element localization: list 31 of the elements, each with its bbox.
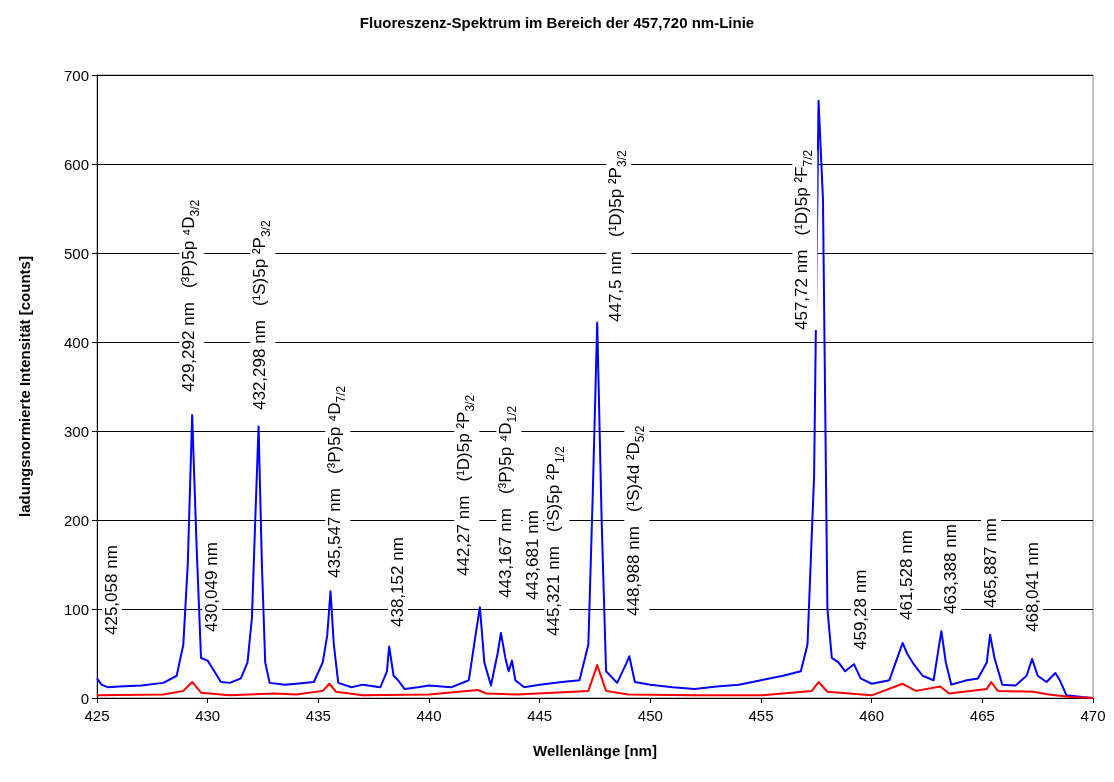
- y-tick-label: 300: [63, 422, 89, 440]
- x-tick-label: 430: [195, 707, 221, 724]
- y-tick-label: 400: [63, 333, 89, 351]
- x-tick-label: 450: [637, 707, 663, 724]
- x-tick-label: 470: [1080, 707, 1106, 724]
- x-tick-label: 460: [859, 707, 885, 724]
- x-tick-label: 455: [748, 707, 774, 724]
- x-tick-label: 445: [527, 707, 553, 724]
- x-axis-title: Wellenlänge [nm]: [533, 742, 657, 759]
- x-tick-label: 425: [84, 707, 110, 724]
- y-tick-label: 700: [63, 66, 89, 84]
- y-tick-label: 0: [80, 689, 89, 707]
- x-tick-label: 435: [305, 707, 331, 724]
- line-series: [96, 664, 1094, 699]
- annotation: 459,28 nm: [850, 569, 871, 650]
- y-tick-label: 100: [63, 600, 89, 618]
- annotation: 463,388 nm: [941, 524, 962, 615]
- y-tick-label: 500: [63, 244, 89, 262]
- annotation: 461,528 nm: [897, 529, 918, 620]
- x-tick-label: 465: [969, 707, 995, 724]
- annotation: 443,681 nm: [523, 510, 544, 601]
- annotation: 430,049 nm: [202, 542, 223, 633]
- annotation: 425,058 nm: [102, 545, 123, 635]
- chart-title: Fluoreszenz-Spektrum im Bereich der 457,720 nm-Linie: [359, 14, 755, 31]
- y-axis-title: ladungsnormierte Intensität [counts]: [16, 256, 33, 517]
- y-tick-label: 600: [63, 155, 89, 173]
- y-tick-label: 200: [63, 511, 89, 529]
- annotation: 438,152 nm: [388, 537, 408, 627]
- x-tick-label: 440: [416, 707, 442, 724]
- annotation: 465,887 nm: [981, 518, 1002, 609]
- annotation: 468,041 nm: [1023, 542, 1044, 633]
